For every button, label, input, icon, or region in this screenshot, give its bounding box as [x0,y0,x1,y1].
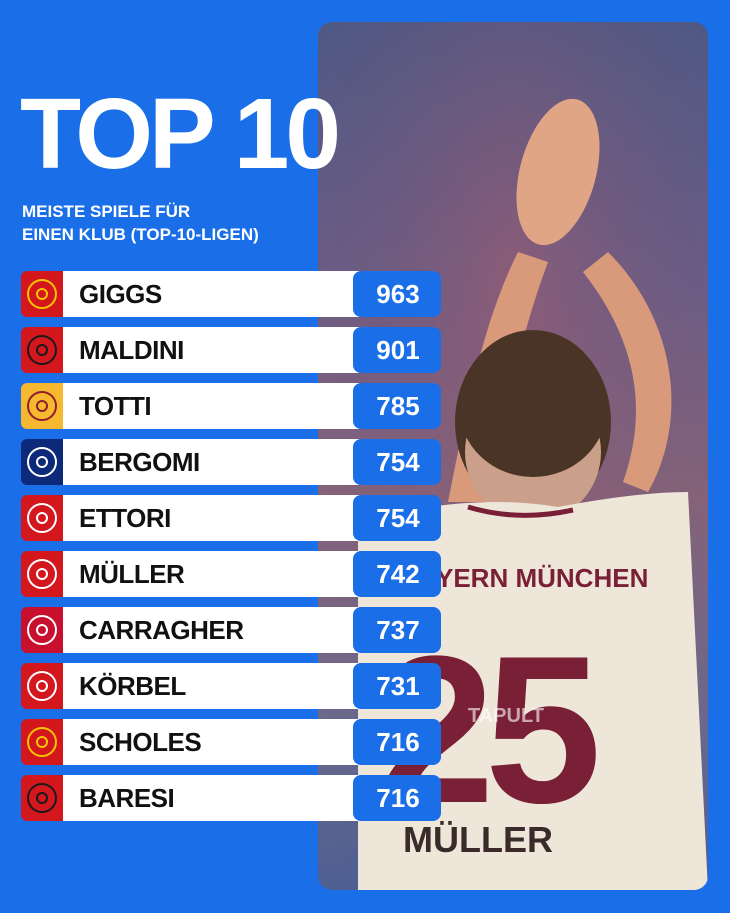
bayern-munich-crest-icon [27,559,57,589]
player-name-box: MÜLLER [63,551,375,597]
player-photo: YERN MÜNCHEN 25 TAPULT MÜLLER [318,22,708,890]
player-name-box: BARESI [63,775,375,821]
games-count-box: 731 [355,663,441,709]
player-name-box: ETTORI [63,495,375,541]
club-logo-box [21,439,63,485]
player-name: BARESI [79,782,175,813]
club-logo-box [21,551,63,597]
jersey-name: MÜLLER [403,819,553,860]
games-count: 742 [376,558,420,589]
player-name: BERGOMI [79,446,200,477]
player-name: CARRAGHER [79,614,244,645]
player-name: SCHOLES [79,726,202,757]
page-subtitle: MEISTE SPIELE FÜR EINEN KLUB (TOP-10-LIG… [22,200,322,246]
player-name-box: GIGGS [63,271,375,317]
player-name-box: SCHOLES [63,719,375,765]
player-illustration: YERN MÜNCHEN 25 TAPULT MÜLLER [318,22,708,890]
ranking-row: TOTTI 785 [21,383,441,429]
games-count: 716 [376,782,420,813]
ranking-row: ETTORI 754 [21,495,441,541]
player-name: MALDINI [79,334,184,365]
subtitle-line-2: EINEN KLUB (TOP-10-LIGEN) [22,225,259,244]
club-logo-box [21,327,63,373]
subtitle-line-1: MEISTE SPIELE FÜR [22,202,191,221]
manchester-united-crest-icon [27,279,57,309]
ranking-row: KÖRBEL 731 [21,663,441,709]
ranking-row: MÜLLER 742 [21,551,441,597]
games-count: 731 [376,670,420,701]
player-name-box: TOTTI [63,383,375,429]
games-count: 901 [376,334,420,365]
club-logo-box [21,383,63,429]
games-count-box: 716 [355,719,441,765]
liverpool-crest-icon [27,615,57,645]
club-logo-box [21,719,63,765]
ranking-row: BARESI 716 [21,775,441,821]
player-name: TOTTI [79,390,152,421]
club-logo-box [21,607,63,653]
ranking-row: GIGGS 963 [21,271,441,317]
ranking-row: CARRAGHER 737 [21,607,441,653]
games-count-box: 742 [355,551,441,597]
games-count-box: 785 [355,383,441,429]
games-count-box: 963 [355,271,441,317]
club-logo-box [21,271,63,317]
player-name: MÜLLER [79,558,185,589]
player-name-box: BERGOMI [63,439,375,485]
ranking-list: GIGGS 963 MALDINI 901 TOTTI 785 [21,271,441,831]
ranking-row: BERGOMI 754 [21,439,441,485]
club-logo-box [21,663,63,709]
games-count-box: 901 [355,327,441,373]
eintracht-frankfurt-crest-icon [27,671,57,701]
games-count: 785 [376,390,420,421]
games-count: 754 [376,502,420,533]
ac-milan-crest-icon [27,783,57,813]
player-name-box: KÖRBEL [63,663,375,709]
jersey-sponsor: TAPULT [468,705,544,727]
ac-milan-crest-icon [27,335,57,365]
jersey-text: YERN MÜNCHEN [436,563,648,593]
player-name: ETTORI [79,502,171,533]
games-count: 737 [376,614,420,645]
inter-milan-crest-icon [27,447,57,477]
player-name: GIGGS [79,278,162,309]
games-count: 716 [376,726,420,757]
manchester-united-crest-icon [27,727,57,757]
ranking-row: SCHOLES 716 [21,719,441,765]
games-count-box: 754 [355,439,441,485]
ranking-row: MALDINI 901 [21,327,441,373]
page-title: TOP 10 [20,78,341,190]
games-count-box: 754 [355,495,441,541]
player-name-box: CARRAGHER [63,607,375,653]
player-name: KÖRBEL [79,670,186,701]
games-count: 754 [376,446,420,477]
club-logo-box [21,495,63,541]
games-count: 963 [376,278,420,309]
games-count-box: 737 [355,607,441,653]
games-count-box: 716 [355,775,441,821]
player-name-box: MALDINI [63,327,375,373]
as-roma-crest-icon [27,391,57,421]
club-logo-box [21,775,63,821]
as-monaco-crest-icon [27,503,57,533]
